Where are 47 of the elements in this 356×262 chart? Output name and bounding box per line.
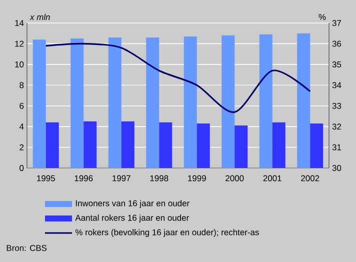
x-tick-label: 1996 xyxy=(74,175,93,182)
y-tick-label: 10 xyxy=(15,61,24,68)
x-tick-label: 1997 xyxy=(112,175,130,182)
y2-tick-label: 30 xyxy=(332,165,342,171)
y2-axis-title: % xyxy=(318,14,326,20)
x-tick-label: 1998 xyxy=(150,175,168,182)
y-tick-label: 2 xyxy=(20,144,24,150)
bar xyxy=(196,123,210,168)
legend-label: Aantal rokers 16 jaar en ouder xyxy=(75,214,189,222)
x-tick-label: 2001 xyxy=(263,175,282,182)
y-tick-label: 12 xyxy=(15,40,24,47)
bar xyxy=(222,35,235,168)
bar xyxy=(32,40,46,168)
x-tick-label: 2000 xyxy=(226,175,244,182)
bar xyxy=(184,36,197,168)
y2-tick-label: 37 xyxy=(332,20,342,26)
y2-tick-label: 35 xyxy=(332,61,342,68)
y-tick-label: 14 xyxy=(15,20,24,26)
text: Bron: CBS xyxy=(6,245,47,251)
bar xyxy=(84,121,97,168)
bar xyxy=(108,37,122,168)
bar xyxy=(272,122,286,168)
x-tick-label: 1999 xyxy=(188,175,206,182)
y-tick-label: 6 xyxy=(20,102,24,109)
y-tick-label: 8 xyxy=(20,82,24,88)
y2-tick-label: 32 xyxy=(332,124,342,130)
line-series xyxy=(45,42,311,113)
bar xyxy=(46,122,59,168)
legend-label: % rokers (bevolking 16 jaar en ouder); rechter-as xyxy=(75,229,259,237)
x-tick-label: 1995 xyxy=(37,175,55,182)
y-axis-title: x mln xyxy=(30,14,50,20)
bar xyxy=(310,123,324,168)
y-tick-label: 4 xyxy=(19,124,24,130)
bar xyxy=(159,122,172,168)
y2-tick-label: 36 xyxy=(332,40,342,47)
bar xyxy=(70,38,84,168)
y2-tick-label: 31 xyxy=(332,144,342,150)
y-tick-label: 0 xyxy=(20,165,24,171)
bar xyxy=(121,121,134,168)
bar xyxy=(146,37,160,168)
bar xyxy=(259,34,272,168)
y2-tick-label: 34 xyxy=(332,82,342,88)
y2-tick-label: 33 xyxy=(332,102,342,109)
x-tick-label: 2002 xyxy=(301,175,320,182)
legend-label: Inwoners van 16 jaar en ouder xyxy=(76,200,190,208)
bar xyxy=(297,33,310,168)
bar xyxy=(234,126,248,168)
